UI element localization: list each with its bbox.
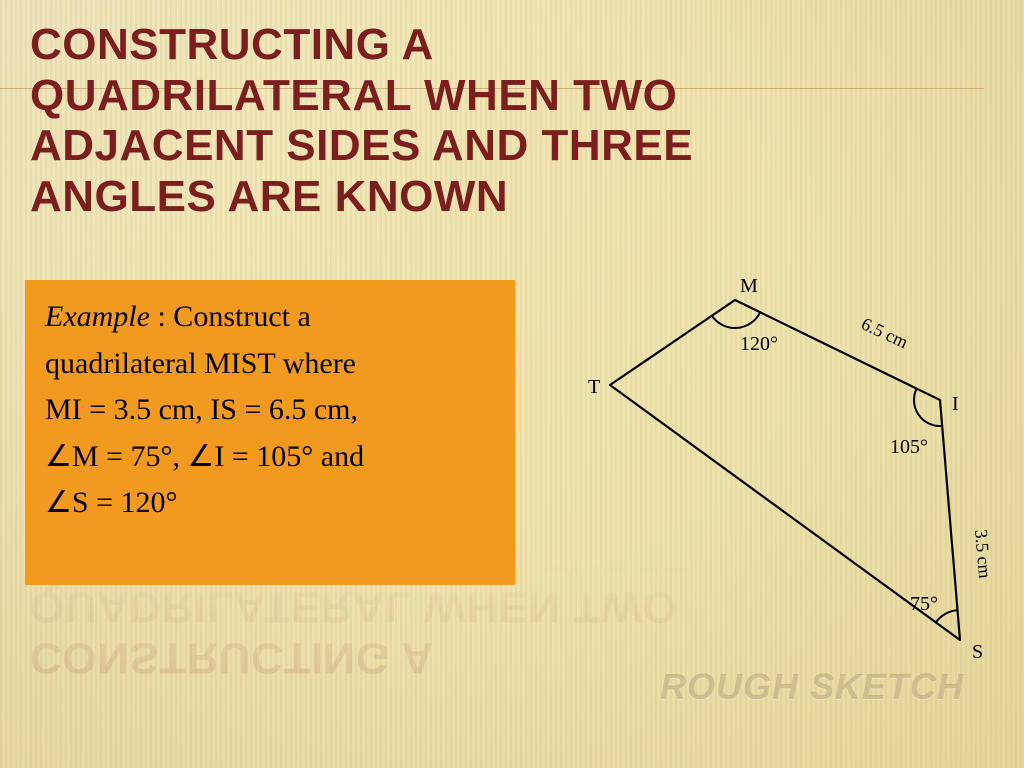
vertex-label-m: M	[740, 275, 758, 297]
example-line-4: ∠M = 75°, ∠I = 105° and	[45, 434, 495, 481]
example-line-1: Example : Construct a	[45, 294, 495, 341]
angle-label-i: 105°	[890, 436, 928, 458]
example-box: Example : Construct a quadrilateral MIST…	[25, 280, 515, 585]
example-italic-lead: Example	[45, 300, 150, 333]
angle-arc-s	[936, 610, 958, 622]
example-line-3: MI = 3.5 cm, IS = 6.5 cm,	[45, 387, 495, 434]
angle-label-m: 120°	[740, 333, 778, 355]
vertex-label-s: S	[972, 641, 983, 663]
edge-label-mi: 6.5 cm	[858, 313, 911, 352]
slide-title: CONSTRUCTING A QUADRILATERAL WHEN TWO AD…	[30, 20, 744, 222]
edge-label-is: 3.5 cm	[971, 529, 995, 580]
quadrilateral-diagram: 120° 105° 75° 6.5 cm 3.5 cm M I S T	[560, 270, 1000, 700]
example-line1-rest: : Construct a	[150, 300, 311, 333]
example-line-5: ∠S = 120°	[45, 480, 495, 527]
vertex-label-t: T	[588, 376, 600, 398]
angle-arc-m	[712, 312, 760, 328]
example-line-2: quadrilateral MIST where	[45, 341, 495, 388]
vertex-label-i: I	[952, 393, 959, 415]
angle-label-s: 75°	[910, 593, 938, 615]
quadrilateral-outline	[610, 300, 960, 640]
